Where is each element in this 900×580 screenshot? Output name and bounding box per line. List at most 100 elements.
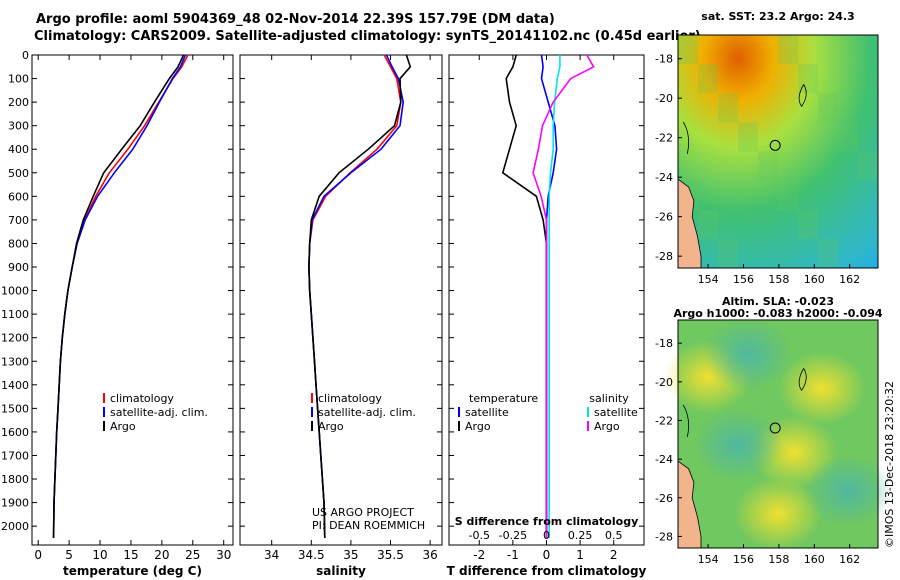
depth-tick-label: 700	[8, 214, 29, 227]
legend-argo: Argo	[318, 420, 344, 433]
depth-tick-label: 1300	[1, 355, 29, 368]
argo-profile-marker	[769, 139, 781, 151]
depth-tick-label: 300	[8, 120, 29, 133]
depth-tick-label: 1400	[1, 379, 29, 392]
salinity-panel: 34 34.5 35 35.5 36 salinity climatologysatelli…	[239, 54, 443, 578]
depth-tick-label: 1900	[1, 497, 29, 510]
temperature-xtick-label: 30	[216, 548, 231, 562]
salinity-xlabel: salinity	[316, 564, 366, 578]
map-xtick-label: 162	[839, 273, 860, 286]
sst-cell	[778, 180, 798, 210]
sla-anomaly	[734, 477, 822, 551]
sst-cell	[718, 238, 738, 268]
legend-temp-satellite: satellite	[465, 406, 509, 419]
map-xtick-label: 160	[804, 553, 825, 566]
depth-tick-label: 1100	[1, 308, 29, 321]
depth-tick-label: 600	[8, 190, 29, 203]
depth-tick-label: 1000	[1, 285, 29, 298]
legend-temperature-title: temperature	[469, 392, 538, 405]
depth-tick-label: 800	[8, 237, 29, 250]
depth-tick-label: 400	[8, 143, 29, 156]
depth-tick-label: 1200	[1, 332, 29, 345]
temperature-xtick-label: 15	[123, 548, 138, 562]
depth-tick-label: 1700	[1, 449, 29, 462]
sla_map-panel: 154 156 158 160 162 -18 -20 -22 -24 -26 -28 Altim. …	[655, 295, 892, 566]
sla_map-frame	[677, 319, 879, 549]
temperature-xtick-label: 25	[185, 548, 200, 562]
map-ytick-label: -24	[655, 453, 673, 466]
sla-anomaly	[694, 408, 782, 482]
imos-credit: ©IMOS 13-Dec-2018 23:20:32	[883, 381, 896, 548]
series-temperature-argo	[501, 54, 548, 538]
difference-xtick-label: 2	[610, 548, 618, 562]
sst-cell	[858, 151, 878, 181]
difference-xtick-label: 1	[576, 548, 584, 562]
series-satellite-adj-clim-	[308, 54, 405, 538]
depth-tick-label: 100	[8, 73, 29, 86]
salinity-xtick-label: 36	[422, 548, 437, 562]
salinity-diff-tick-label: -0.25	[499, 529, 527, 542]
salinity-diff-tick-label: 0.5	[605, 529, 623, 542]
map-ytick-label: -26	[655, 492, 673, 505]
sst-cell	[778, 35, 798, 65]
profile-title-line1: Argo profile: aoml 5904369_48 02-Nov-201…	[36, 12, 555, 27]
legend-climatology: climatology	[110, 392, 174, 405]
series-satellite-adj-clim-	[52, 54, 187, 538]
map-xtick-label: 154	[698, 273, 719, 286]
argo-profile-marker	[769, 422, 781, 434]
sst-cell	[718, 93, 738, 123]
profile-title-line2: Climatology: CARS2009. Satellite-adjuste…	[34, 29, 701, 44]
map-xtick-label: 160	[804, 273, 825, 286]
depth-tick-label: 1600	[1, 426, 29, 439]
legend-argo: Argo	[110, 420, 136, 433]
map-ytick-label: -28	[655, 250, 673, 263]
legend-temp-argo: Argo	[465, 420, 491, 433]
depth-tick-label: 2000	[1, 520, 29, 533]
salinity-xtick-label: 35	[343, 548, 358, 562]
map-xtick-label: 154	[698, 553, 719, 566]
depth-tick-label: 0	[22, 49, 29, 62]
salinity-xtick-label: 35.5	[377, 548, 404, 562]
map-ytick-label: -26	[655, 211, 673, 224]
sla-anomaly	[778, 351, 866, 425]
project-annotation: PI: DEAN ROEMMICH	[312, 519, 425, 532]
map-xtick-label: 156	[733, 553, 754, 566]
temperature-xtick-label: 5	[65, 548, 73, 562]
map-ytick-label: -20	[655, 376, 673, 389]
sst-cell	[838, 122, 858, 152]
depth-tick-label: 900	[8, 261, 29, 274]
map-ytick-label: -22	[655, 132, 673, 145]
reef-outline	[682, 404, 690, 438]
depth-tick-label: 500	[8, 167, 29, 180]
series-climatology	[308, 54, 402, 538]
sst-cell	[678, 35, 698, 65]
project-annotation: US ARGO PROJECT	[312, 506, 414, 519]
map-xtick-label: 158	[768, 273, 789, 286]
map-ytick-label: -24	[655, 171, 673, 184]
series-argo	[52, 54, 185, 538]
sst-cell	[798, 209, 818, 239]
temperature-xtick-label: 10	[92, 548, 107, 562]
temperature-xtick-label: 20	[154, 548, 169, 562]
difference-panel: -2 -1 0 1 2 T difference from climatology temp…	[447, 54, 647, 578]
sst_map-panel: 154 156 158 160 162 -18 -20 -22 -24 -26 -28 sat. SS…	[655, 10, 879, 286]
map-ytick-label: -28	[655, 530, 673, 543]
legend-satellite-adj-clim-: satellite-adj. clim.	[318, 406, 416, 419]
legend-salinity-title: salinity	[589, 392, 629, 405]
temperature-xlabel: temperature (deg C)	[63, 564, 202, 578]
series-salinity-satellite	[548, 55, 561, 538]
series-salinity-argo	[532, 54, 595, 538]
salinity-diff-tick-label: 0.25	[568, 529, 593, 542]
salinity-diff-tick-label: 0	[543, 529, 550, 542]
reef-outline	[798, 84, 807, 108]
sst_map-frame	[677, 34, 879, 269]
sst-cell	[818, 238, 838, 268]
map-ytick-label: -22	[655, 414, 673, 427]
sst-cell	[758, 151, 778, 181]
temperature-frame	[31, 54, 234, 546]
legend-climatology: climatology	[318, 392, 382, 405]
legend-sal-argo: Argo	[594, 420, 620, 433]
depth-tick-label: 200	[8, 96, 29, 109]
salinity-diff-tick-label: -0.5	[469, 529, 490, 542]
